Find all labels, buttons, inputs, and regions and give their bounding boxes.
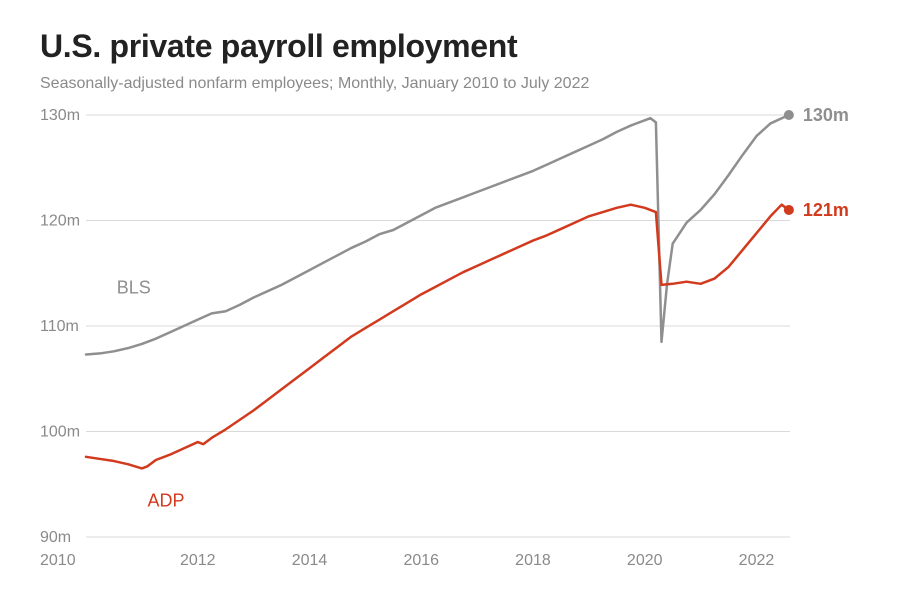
- svg-text:2016: 2016: [403, 552, 439, 569]
- series-end-label-adp: 121m: [803, 200, 849, 220]
- chart-subtitle: Seasonally-adjusted nonfarm employees; M…: [40, 75, 860, 93]
- svg-text:2022: 2022: [739, 552, 775, 569]
- series-end-marker-bls: [784, 110, 794, 120]
- svg-text:2018: 2018: [515, 552, 551, 569]
- chart-container: U.S. private payroll employment Seasonal…: [0, 0, 900, 600]
- series-end-label-bls: 130m: [803, 107, 849, 125]
- series-end-marker-adp: [784, 205, 794, 215]
- svg-text:110m: 110m: [40, 318, 79, 335]
- series-label-bls: BLS: [117, 277, 151, 297]
- svg-text:100m: 100m: [40, 424, 80, 441]
- series-line-adp: [86, 205, 789, 469]
- chart-title: U.S. private payroll employment: [40, 28, 860, 65]
- svg-text:120m: 120m: [40, 213, 80, 230]
- chart-svg: 90m 100m 110m 120m 130m 2010 2012 2014 2016 2018 2…: [40, 107, 860, 577]
- svg-text:130m: 130m: [40, 107, 80, 124]
- svg-text:2012: 2012: [180, 552, 216, 569]
- svg-text:90m: 90m: [40, 529, 71, 546]
- chart-plot-area: 90m 100m 110m 120m 130m 2010 2012 2014 2016 2018 2…: [40, 107, 860, 577]
- svg-text:2010: 2010: [40, 552, 76, 569]
- svg-text:2014: 2014: [292, 552, 328, 569]
- svg-text:2020: 2020: [627, 552, 663, 569]
- series-line-bls: [86, 115, 789, 354]
- series-label-adp: ADP: [147, 490, 184, 510]
